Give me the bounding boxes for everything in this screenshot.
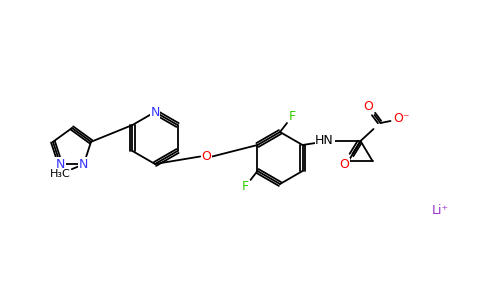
Text: H₃C: H₃C [49,169,70,179]
Text: HN: HN [315,134,334,148]
Text: F: F [288,110,296,122]
Text: O: O [363,100,374,113]
Text: N: N [79,158,89,171]
Text: O: O [201,150,211,163]
Text: Li⁺: Li⁺ [431,203,449,217]
Text: N: N [151,106,160,118]
Text: O: O [340,158,349,172]
Text: O⁻: O⁻ [393,112,410,125]
Text: F: F [242,181,249,194]
Text: N: N [56,158,65,171]
